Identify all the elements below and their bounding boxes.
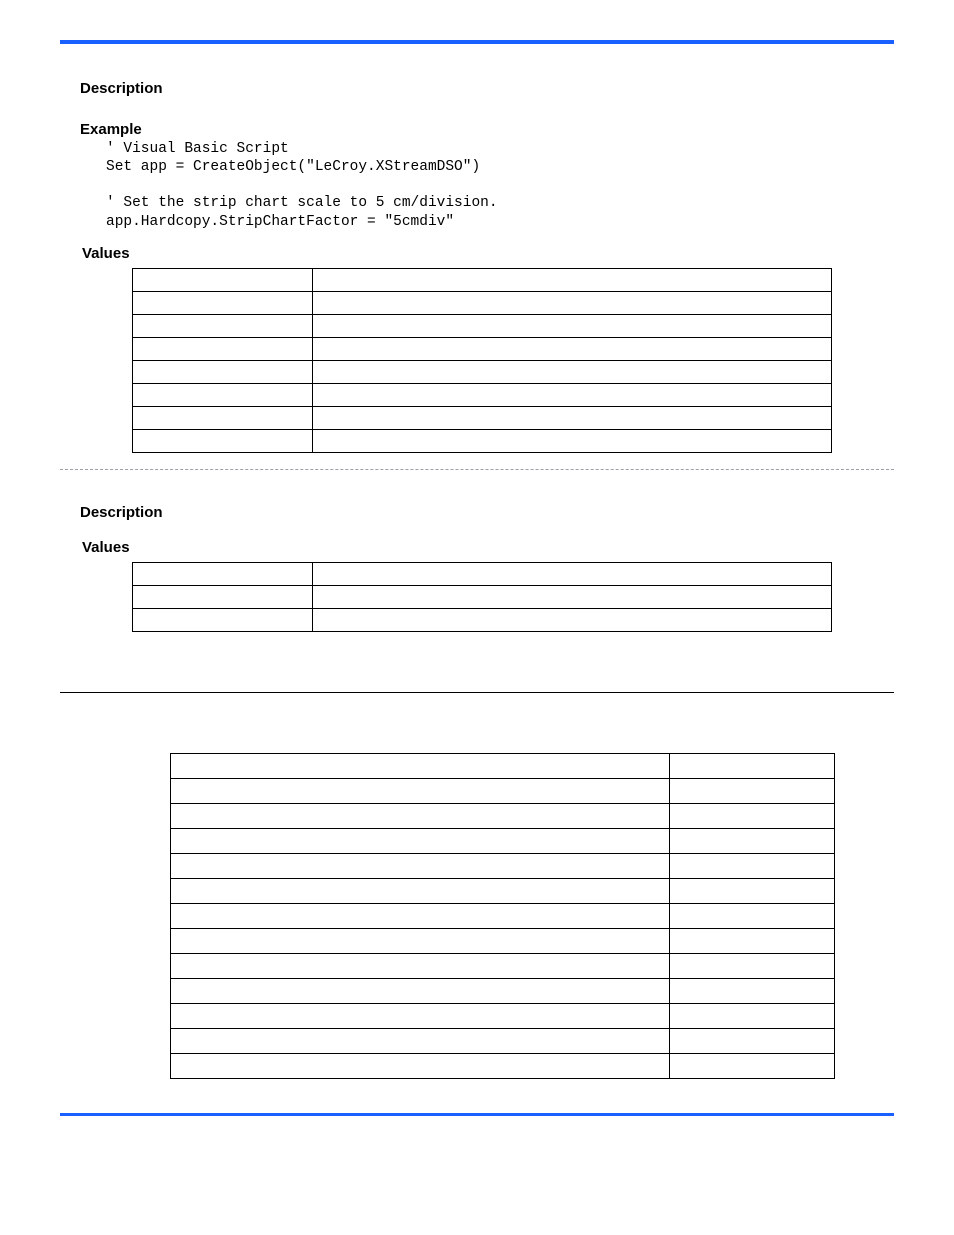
table-cell — [313, 383, 832, 406]
table-cell — [171, 1003, 670, 1028]
table-row — [133, 337, 832, 360]
table-cell — [171, 903, 670, 928]
values-table-2 — [132, 562, 832, 632]
table-row — [171, 853, 835, 878]
table-cell — [313, 337, 832, 360]
table-cell — [133, 291, 313, 314]
table-cell — [669, 978, 834, 1003]
table-row — [133, 608, 832, 631]
table-cell — [133, 337, 313, 360]
table-cell — [171, 828, 670, 853]
table-cell — [669, 803, 834, 828]
table-cell — [171, 853, 670, 878]
table-row — [171, 828, 835, 853]
table-row — [133, 291, 832, 314]
dash-divider — [60, 469, 894, 470]
table-row — [171, 903, 835, 928]
table-cell — [171, 953, 670, 978]
table-row — [171, 953, 835, 978]
table-row — [133, 268, 832, 291]
table-cell — [313, 314, 832, 337]
table-row — [171, 928, 835, 953]
table-cell — [313, 585, 832, 608]
table-cell — [171, 978, 670, 1003]
table-cell — [313, 360, 832, 383]
table-cell — [133, 608, 313, 631]
table-row — [133, 360, 832, 383]
table-cell — [313, 608, 832, 631]
mid-rule — [60, 692, 894, 693]
table-cell — [171, 878, 670, 903]
page: Description Example ' Visual Basic Scrip… — [0, 0, 954, 1146]
table-row — [171, 1003, 835, 1028]
table-cell — [669, 1028, 834, 1053]
bottom-rule — [60, 1113, 894, 1116]
table-cell — [669, 853, 834, 878]
table-cell — [669, 878, 834, 903]
table-cell — [133, 268, 313, 291]
table-cell — [133, 406, 313, 429]
table-cell — [669, 903, 834, 928]
table-cell — [669, 1053, 834, 1078]
table-row — [133, 429, 832, 452]
table-cell — [171, 1028, 670, 1053]
table-cell — [171, 928, 670, 953]
table-row — [171, 978, 835, 1003]
table-row — [171, 803, 835, 828]
table-cell — [313, 562, 832, 585]
table-cell — [669, 828, 834, 853]
example-heading: Example — [80, 121, 894, 138]
table-cell — [133, 585, 313, 608]
table-cell — [133, 314, 313, 337]
table-cell — [171, 803, 670, 828]
table-cell — [313, 268, 832, 291]
table-row — [133, 585, 832, 608]
table-cell — [669, 928, 834, 953]
table-cell — [669, 753, 834, 778]
wide-table — [170, 753, 835, 1079]
table-row — [133, 562, 832, 585]
table-cell — [133, 383, 313, 406]
table-row — [171, 1028, 835, 1053]
table-row — [171, 878, 835, 903]
table-cell — [313, 291, 832, 314]
table-cell — [669, 778, 834, 803]
table-row — [171, 1053, 835, 1078]
table-cell — [171, 1053, 670, 1078]
table-cell — [171, 778, 670, 803]
table-cell — [171, 753, 670, 778]
description-heading-2: Description — [80, 504, 894, 521]
code-block: ' Visual Basic Script Set app = CreateOb… — [106, 140, 894, 231]
table-row — [171, 778, 835, 803]
table-cell — [133, 562, 313, 585]
table-cell — [669, 953, 834, 978]
values-heading-1: Values — [82, 245, 894, 262]
values-table-1 — [132, 268, 832, 453]
table-cell — [313, 429, 832, 452]
table-cell — [313, 406, 832, 429]
table-row — [171, 753, 835, 778]
table-cell — [133, 360, 313, 383]
description-heading-1: Description — [80, 80, 894, 97]
table-row — [133, 314, 832, 337]
table-row — [133, 383, 832, 406]
table-cell — [669, 1003, 834, 1028]
values-heading-2: Values — [82, 539, 894, 556]
top-rule — [60, 40, 894, 44]
table-row — [133, 406, 832, 429]
table-cell — [133, 429, 313, 452]
